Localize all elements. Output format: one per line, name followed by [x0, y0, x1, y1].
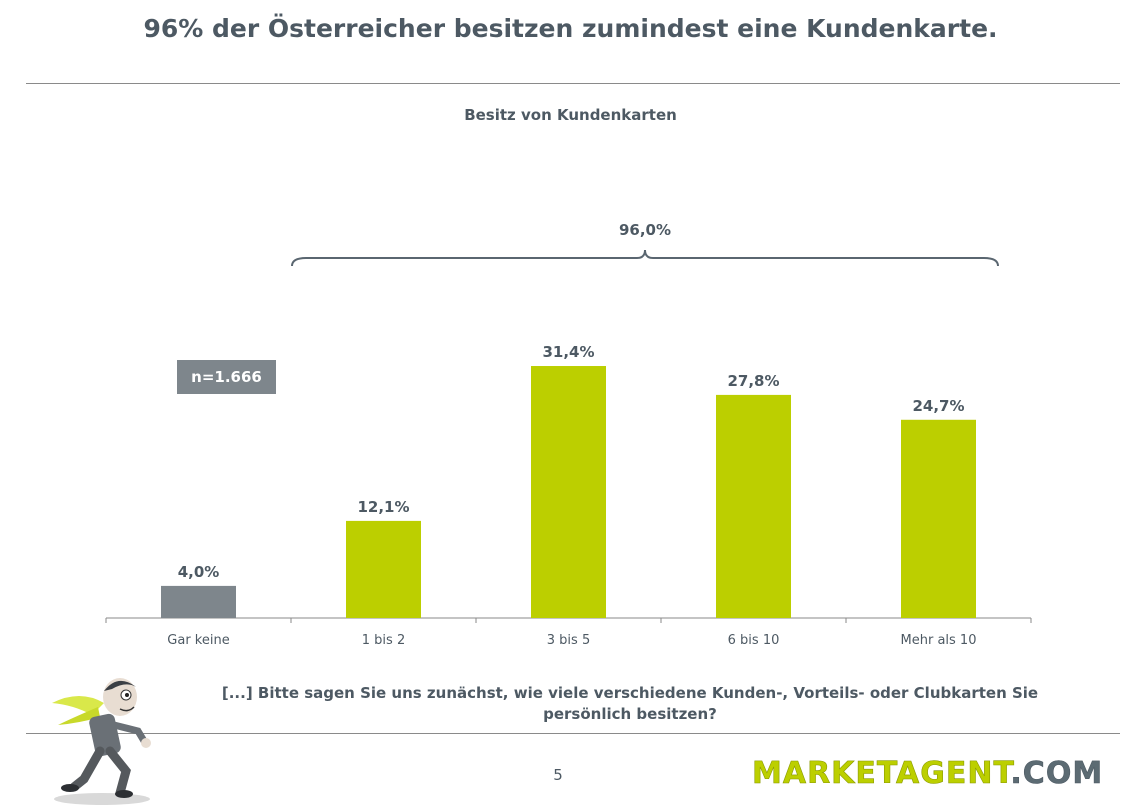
bar-value-label: 4,0%: [178, 563, 220, 581]
marketagent-logo: MARKETAGENT.COM: [752, 756, 1102, 790]
x-tick-label: 6 bis 10: [728, 633, 780, 648]
bar-value-label: 31,4%: [542, 343, 594, 361]
running-agent-mascot-icon: [52, 678, 151, 805]
chart-title: Besitz von Kundenkarten: [464, 106, 677, 124]
page-number: 5: [553, 766, 563, 784]
bar-value-label: 27,8%: [727, 372, 779, 390]
bottom-divider: [26, 733, 1120, 734]
bar: [161, 585, 236, 618]
bar: [531, 366, 606, 618]
sample-size-badge: n=1.666: [177, 360, 276, 394]
page-title: 96% der Österreicher besitzen zumindest …: [143, 14, 998, 43]
bar-chart: 4,0% Gar keine 12,1% 1 bis 2 31,4% 3 bis 5 27,…: [105, 221, 1032, 648]
total-bracket: [291, 249, 999, 267]
bracket-total-label: 96,0%: [619, 221, 671, 239]
survey-question: [...] Bitte sagen Sie uns zunächst, wie …: [221, 684, 1039, 723]
svg-text:MARKETAGENT.COM: MARKETAGENT.COM: [752, 756, 1102, 790]
x-tick-label: 1 bis 2: [362, 633, 405, 648]
bar: [901, 419, 976, 618]
x-tick-label: 3 bis 5: [547, 633, 590, 648]
bar-value-label: 12,1%: [357, 498, 409, 516]
top-divider: [26, 83, 1120, 84]
x-tick-label: Gar keine: [167, 633, 229, 648]
bar: [716, 394, 791, 618]
x-tick-label: Mehr als 10: [901, 633, 977, 648]
bar-value-label: 24,7%: [912, 397, 964, 415]
bar: [346, 520, 421, 618]
